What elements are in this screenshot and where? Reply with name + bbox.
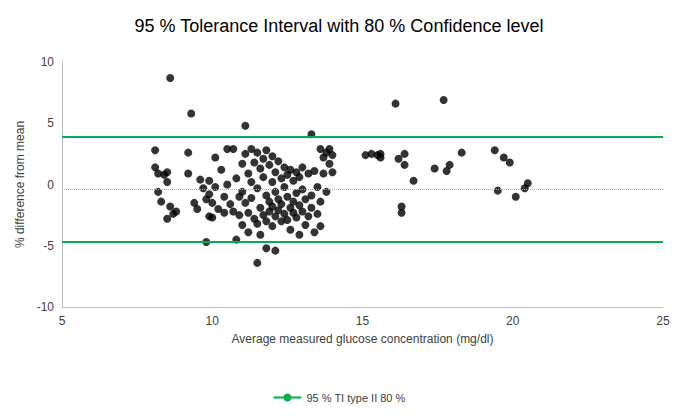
svg-text:0: 0 <box>47 178 54 192</box>
svg-text:25: 25 <box>656 314 670 328</box>
svg-text:10: 10 <box>206 314 220 328</box>
svg-text:20: 20 <box>506 314 520 328</box>
svg-text:5: 5 <box>59 314 66 328</box>
svg-text:10: 10 <box>41 55 55 69</box>
svg-text:95 % TI type II 80 %: 95 % TI type II 80 % <box>306 392 405 404</box>
svg-text:-5: -5 <box>43 239 54 253</box>
svg-text:15: 15 <box>356 314 370 328</box>
svg-text:Average measured glucose conce: Average measured glucose concentration (… <box>232 332 494 346</box>
svg-text:-10: -10 <box>37 300 55 314</box>
svg-text:95 % Tolerance Interval with 8: 95 % Tolerance Interval with 80 % Confid… <box>135 16 544 36</box>
svg-text:% difference from mean: % difference from mean <box>13 121 27 248</box>
svg-text:5: 5 <box>47 116 54 130</box>
